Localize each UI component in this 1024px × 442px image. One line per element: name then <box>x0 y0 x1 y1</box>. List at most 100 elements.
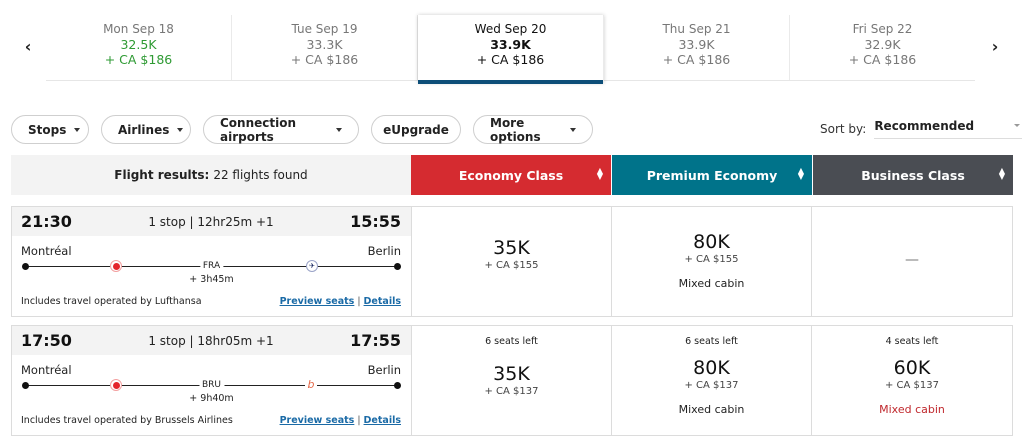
filter-bar: Stops Airlines Connection airports eUpgr… <box>11 115 593 144</box>
date-points: 33.3K <box>306 37 343 52</box>
connection-airports-label: Connection airports <box>220 115 297 144</box>
mixed-cabin-note: Mixed cabin <box>678 277 745 290</box>
more-options-filter-button[interactable]: More options <box>473 115 593 144</box>
details-link[interactable]: Details <box>363 415 401 426</box>
airlines-filter-button[interactable]: Airlines <box>101 115 191 144</box>
economy-fare-cell[interactable]: 35K + CA $155 <box>412 207 612 316</box>
fare-body: 80K + CA $155 Mixed cabin <box>612 231 811 290</box>
flight-result-row: 21:30 1 stop | 12hr25m +1 15:55 Montréal… <box>11 206 1013 317</box>
details-link[interactable]: Details <box>363 296 401 307</box>
caret-down-icon <box>74 127 81 132</box>
sort-arrows-icon: ▲ ▼ <box>797 166 804 181</box>
mixed-cabin-note: Mixed cabin <box>879 403 945 416</box>
fare-cash: + CA $155 <box>684 254 739 265</box>
airlines-label: Airlines <box>118 122 170 137</box>
results-title: Flight results: <box>114 168 210 182</box>
business-class-fare-cell[interactable]: 4 seats left 60K + CA $137 Mixed cabin <box>812 326 1012 435</box>
date-label: Wed Sep 20 <box>474 22 547 36</box>
arrival-time: 15:55 <box>350 212 401 231</box>
date-points: 33.9K <box>490 37 531 52</box>
flight-links: Preview seats | Details <box>280 296 401 307</box>
destination-dot-icon <box>394 263 401 270</box>
preview-seats-link[interactable]: Preview seats <box>279 296 355 307</box>
date-cash: + CA $186 <box>476 52 545 67</box>
fare-cash: + CA $137 <box>484 386 539 397</box>
cabin-label: Business Class <box>861 167 965 183</box>
fare-body: 35K + CA $155 <box>412 237 611 273</box>
caret-down-icon <box>336 127 342 132</box>
cabin-label: Economy Class <box>458 167 564 183</box>
seats-left: 4 seats left <box>885 336 939 347</box>
destination-dot-icon <box>394 382 401 389</box>
chevron-right-icon[interactable]: › <box>991 37 999 56</box>
results-header: Flight results: 22 flights found Economy… <box>11 155 1013 195</box>
business-class-fare-cell: — <box>812 207 1012 316</box>
connection-airports-filter-button[interactable]: Connection airports <box>203 115 359 144</box>
date-label: Fri Sep 22 <box>852 22 913 36</box>
fare-points: 80K <box>693 231 730 253</box>
flight-summary: 1 stop | 12hr25m +1 <box>148 214 274 229</box>
fare-cash: + CA $155 <box>484 260 539 271</box>
premium-economy-sort-header[interactable]: Premium Economy ▲ ▼ <box>612 155 812 195</box>
flight-links: Preview seats | Details <box>280 415 401 426</box>
air-canada-logo-icon <box>110 379 122 391</box>
premium-economy-fare-cell[interactable]: 6 seats left 80K + CA $137 Mixed cabin <box>612 326 812 435</box>
fare-body: 80K + CA $137 Mixed cabin <box>612 357 811 416</box>
date-option-tue-sep-19[interactable]: Tue Sep 19 33.3K + CA $186 <box>232 15 418 80</box>
date-cash: + CA $186 <box>290 52 359 67</box>
date-selector: Mon Sep 18 32.5K + CA $186 Tue Sep 19 33… <box>46 15 975 84</box>
fare-cash: + CA $137 <box>884 380 939 391</box>
flight-result-row: 17:50 1 stop | 18hr05m +1 17:55 Montréal… <box>11 325 1013 436</box>
date-cash: + CA $186 <box>848 52 917 67</box>
date-points: 32.5K <box>120 37 157 52</box>
date-option-mon-sep-18[interactable]: Mon Sep 18 32.5K + CA $186 <box>46 15 232 80</box>
sort-dropdown[interactable]: Recommended <box>874 119 1023 139</box>
date-points: 32.9K <box>864 37 901 52</box>
eupgrade-label: eUpgrade <box>383 122 449 137</box>
chevron-left-icon[interactable]: ‹ <box>24 37 32 56</box>
more-options-label: More options <box>490 115 541 144</box>
sort-control: Sort by: Recommended <box>820 119 1023 139</box>
route-line: BRU b <box>22 378 401 393</box>
flight-footer: Includes travel operated by Brussels Air… <box>21 415 401 426</box>
fare-points: 35K <box>493 363 530 385</box>
fare-unavailable: — <box>905 252 919 268</box>
link-separator: | <box>357 415 361 426</box>
preview-seats-link[interactable]: Preview seats <box>279 415 355 426</box>
caret-down-icon <box>1014 124 1021 127</box>
destination-city: Berlin <box>367 244 401 258</box>
fare-points: 35K <box>493 237 530 259</box>
origin-city: Montréal <box>21 244 72 258</box>
stops-filter-button[interactable]: Stops <box>11 115 89 144</box>
flight-itinerary: 21:30 1 stop | 12hr25m +1 15:55 Montréal… <box>12 207 412 316</box>
sort-arrows-icon: ▲ ▼ <box>596 166 603 181</box>
sort-arrows-icon: ▲ ▼ <box>998 166 1005 181</box>
date-points: 33.9K <box>678 37 715 52</box>
economy-fare-cell[interactable]: 6 seats left 35K + CA $137 <box>412 326 612 435</box>
fare-body: 60K + CA $137 Mixed cabin <box>812 357 1012 416</box>
origin-dot-icon <box>22 263 29 270</box>
date-label: Thu Sep 21 <box>662 22 731 36</box>
premium-economy-fare-cell[interactable]: 80K + CA $155 Mixed cabin <box>612 207 812 316</box>
fare-cash: + CA $137 <box>684 380 739 391</box>
date-option-wed-sep-20[interactable]: Wed Sep 20 33.9K + CA $186 <box>418 15 604 84</box>
sort-label: Sort by: <box>820 122 867 136</box>
date-option-fri-sep-22[interactable]: Fri Sep 22 32.9K + CA $186 <box>790 15 975 80</box>
date-label: Mon Sep 18 <box>103 22 174 36</box>
connection-airport: FRA <box>199 260 224 273</box>
economy-class-sort-header[interactable]: Economy Class ▲ ▼ <box>411 155 611 195</box>
link-separator: | <box>357 296 361 307</box>
flight-times-bar: 17:50 1 stop | 18hr05m +1 17:55 <box>12 326 411 355</box>
operated-by: Includes travel operated by Brussels Air… <box>21 415 233 426</box>
eupgrade-filter-button[interactable]: eUpgrade <box>371 115 461 144</box>
cabin-label: Premium Economy <box>646 167 778 183</box>
departure-time: 17:50 <box>21 331 72 350</box>
seats-left: 6 seats left <box>485 336 538 347</box>
layover-duration: + 9h40m <box>189 393 234 404</box>
date-option-thu-sep-21[interactable]: Thu Sep 21 33.9K + CA $186 <box>604 15 790 80</box>
air-canada-logo-icon <box>110 260 122 272</box>
flight-footer: Includes travel operated by Lufthansa Pr… <box>21 296 401 307</box>
stops-label: Stops <box>28 122 67 137</box>
business-class-sort-header[interactable]: Business Class ▲ ▼ <box>813 155 1013 195</box>
flight-times-bar: 21:30 1 stop | 12hr25m +1 15:55 <box>12 207 411 236</box>
